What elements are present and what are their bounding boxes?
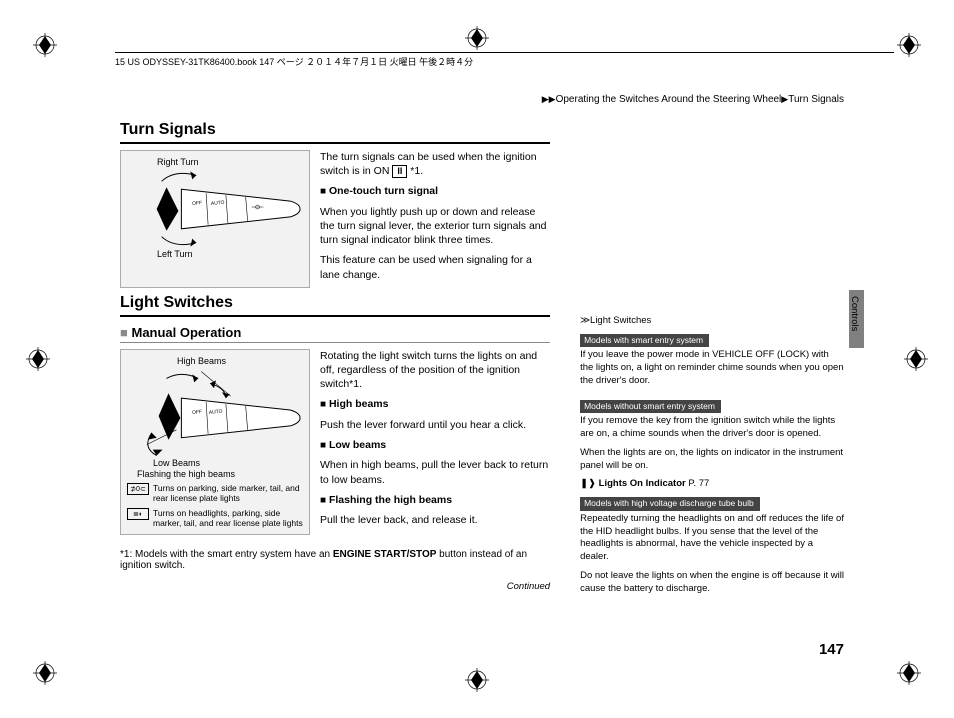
breadcrumb: ▶▶Operating the Switches Around the Stee…	[542, 94, 844, 105]
svg-text:OFF: OFF	[192, 409, 202, 416]
icon-text: Turns on headlights, parking, side marke…	[153, 508, 303, 528]
crop-mark	[897, 33, 921, 57]
heading-high-beams: ■ High beams	[320, 397, 550, 412]
icon-description: ≣◐ Turns on headlights, parking, side ma…	[127, 508, 303, 528]
side-text: When the lights are on, the lights on in…	[580, 447, 844, 473]
side-column: ≫Light Switches Models with smart entry …	[580, 115, 844, 602]
body-text: Push the lever forward until you hear a …	[320, 418, 550, 432]
label-right-turn: Right Turn	[157, 157, 199, 167]
svg-text:OFF: OFF	[192, 200, 202, 207]
headlights-icon: ≣◐	[127, 508, 149, 520]
model-tag: Models with high voltage discharge tube …	[580, 497, 760, 510]
figure-light-switches: High Beams OFF AUTO Low Beams	[120, 349, 310, 535]
body-text: This feature can be used when signaling …	[320, 253, 550, 281]
info-icon: ≫	[580, 315, 590, 326]
heading-one-touch: ■ One-touch turn signal	[320, 184, 550, 199]
label-flashing: Flashing the high beams	[137, 469, 235, 479]
breadcrumb-1: Operating the Switches Around the Steeri…	[556, 94, 782, 105]
side-text: Do not leave the lights on when the engi…	[580, 570, 844, 596]
subheading-manual: ■ Manual Operation	[120, 321, 550, 343]
continued-label: Continued	[120, 581, 550, 592]
parking-lights-icon: ⊅0⊂	[127, 483, 149, 495]
crop-mark	[33, 33, 57, 57]
body-text: When in high beams, pull the lever back …	[320, 458, 550, 486]
model-tag: Models without smart entry system	[580, 400, 721, 413]
side-text: Repeatedly turning the headlights on and…	[580, 513, 844, 564]
label-left-turn: Left Turn	[157, 249, 193, 259]
body-text: When you lightly push up or down and rel…	[320, 205, 550, 248]
page-number: 147	[819, 641, 844, 658]
crop-mark	[33, 661, 57, 685]
model-tag: Models with smart entry system	[580, 334, 709, 347]
section-turn-signals: Turn Signals	[120, 115, 550, 144]
icon-text: Turns on parking, side marker, tail, and…	[153, 483, 303, 503]
book-icon: ❚❱	[580, 478, 596, 489]
label-low-beams: Low Beams	[153, 458, 200, 468]
label-high-beams: High Beams	[177, 356, 226, 366]
body-text: Pull the lever back, and release it.	[320, 513, 550, 527]
footnote: *1: Models with the smart entry system h…	[120, 549, 550, 571]
side-title: ≫Light Switches	[580, 315, 844, 328]
side-text: If you remove the key from the ignition …	[580, 415, 844, 441]
side-tab: Controls	[849, 290, 864, 348]
header-line: 15 US ODYSSEY-31TK86400.book 147 ページ ２０１…	[115, 52, 894, 68]
ignition-box: II	[392, 165, 407, 178]
breadcrumb-2: Turn Signals	[788, 94, 844, 105]
heading-low-beams: ■ Low beams	[320, 438, 550, 453]
header-text: 15 US ODYSSEY-31TK86400.book 147 ページ ２０１…	[115, 57, 473, 67]
crop-mark	[904, 347, 928, 371]
body-text: Rotating the light switch turns the ligh…	[320, 349, 550, 392]
page-content: Turn Signals Right Turn OFF AUTO Left Tu…	[120, 115, 844, 658]
tab-label: Controls	[849, 290, 860, 331]
cross-reference: ❚❱ Lights On Indicator P. 77	[580, 478, 844, 491]
triangle-icon: ▶▶	[542, 94, 556, 104]
crop-mark	[465, 26, 489, 50]
body-text: The turn signals can be used when the ig…	[320, 150, 550, 178]
icon-description: ⊅0⊂ Turns on parking, side marker, tail,…	[127, 483, 303, 503]
crop-mark	[465, 668, 489, 692]
section-light-switches: Light Switches	[120, 288, 550, 317]
side-text: If you leave the power mode in VEHICLE O…	[580, 349, 844, 387]
heading-flashing: ■ Flashing the high beams	[320, 493, 550, 508]
figure-turn-signals: Right Turn OFF AUTO Left Turn	[120, 150, 310, 288]
crop-mark	[26, 347, 50, 371]
crop-mark	[897, 661, 921, 685]
